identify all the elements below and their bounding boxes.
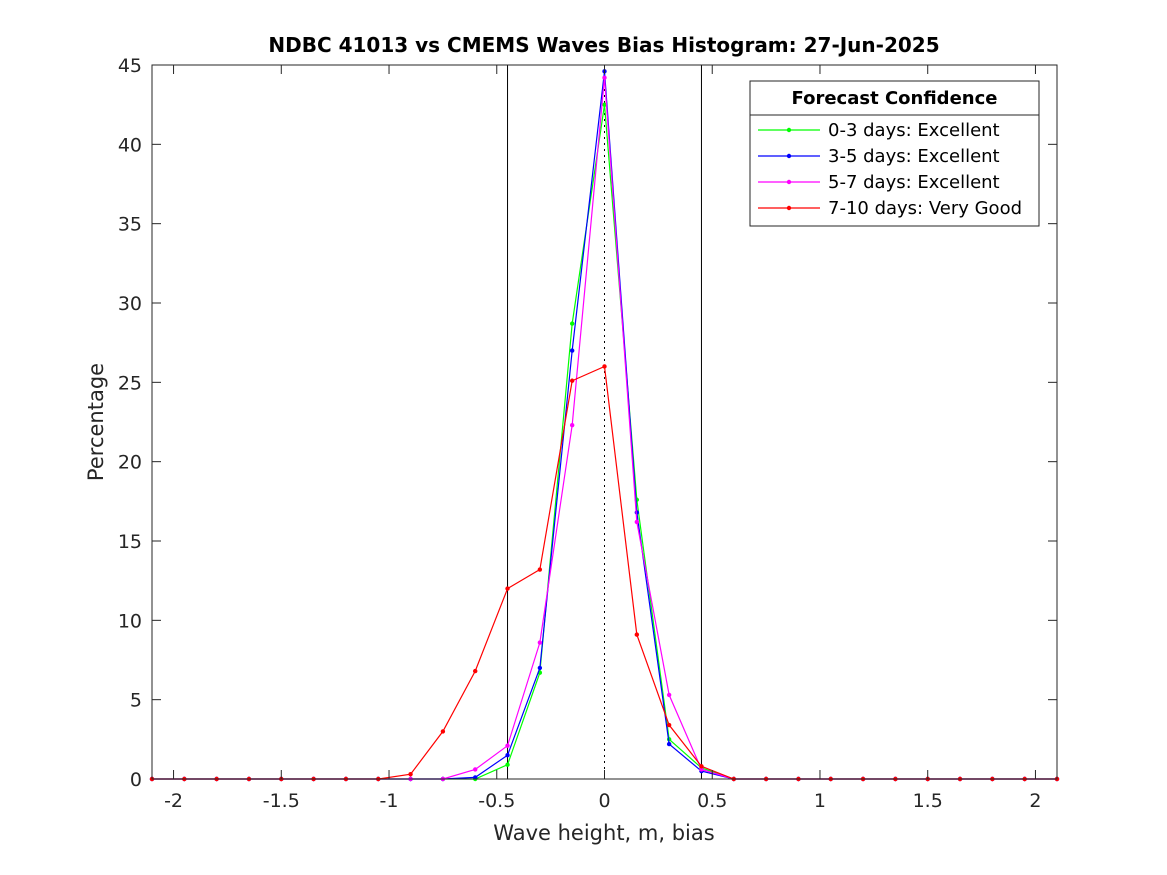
legend-title: Forecast Confidence — [792, 88, 998, 109]
data-point — [505, 586, 510, 591]
x-axis-label: Wave height, m, bias — [493, 821, 714, 845]
data-point — [473, 767, 478, 772]
legend-entry-3: 7-10 days: Very Good — [828, 198, 1022, 219]
data-point — [569, 378, 575, 383]
y-tick-label: 15 — [118, 531, 142, 553]
x-tick-label: 0 — [598, 790, 610, 812]
legend-entry-0: 0-3 days: Excellent — [828, 120, 1000, 141]
data-point — [569, 321, 575, 326]
y-tick-label: 5 — [130, 690, 142, 712]
y-tick-label: 30 — [118, 293, 142, 315]
data-point — [408, 772, 413, 777]
data-point — [666, 722, 672, 728]
legend: Forecast Confidence 0-3 days: Excellent 3-… — [749, 80, 1040, 227]
y-tick-label: 40 — [118, 134, 142, 156]
data-point — [473, 668, 478, 674]
data-point — [634, 519, 640, 525]
chart-title: NDBC 41013 vs CMEMS Waves Bias Histogram… — [268, 33, 939, 57]
y-tick-label: 20 — [118, 452, 142, 474]
data-point — [666, 692, 672, 698]
data-point — [537, 665, 543, 671]
data-point — [505, 753, 510, 758]
data-point — [634, 632, 640, 637]
x-tick-label: -0.5 — [478, 790, 515, 812]
legend-marker-0 — [786, 127, 792, 133]
y-tick-label: 10 — [118, 610, 142, 632]
data-point — [666, 741, 672, 747]
legend-marker-3 — [786, 205, 792, 211]
data-point — [602, 102, 607, 107]
x-tick-label: 0.5 — [697, 790, 727, 812]
x-tick-label: 1 — [814, 790, 826, 812]
data-point — [537, 640, 543, 645]
x-tick-label: 1.5 — [913, 790, 943, 812]
data-point — [699, 764, 704, 769]
data-point — [602, 364, 607, 369]
legend-box — [749, 80, 1040, 227]
y-tick-label: 25 — [118, 372, 142, 394]
data-point — [602, 75, 607, 80]
legend-entry-1: 3-5 days: Excellent — [828, 146, 1000, 167]
legend-marker-2 — [786, 179, 792, 185]
legend-marker-1 — [786, 153, 792, 159]
data-point — [537, 567, 543, 572]
y-tick-label: 0 — [130, 769, 142, 791]
x-tick-label: -1 — [380, 790, 399, 812]
y-tick-label: 45 — [118, 55, 142, 77]
data-point — [440, 729, 446, 734]
y-tick-label: 35 — [118, 214, 142, 236]
data-point — [569, 348, 575, 353]
legend-entry-2: 5-7 days: Excellent — [828, 172, 1000, 193]
x-tick-label: 2 — [1029, 790, 1041, 812]
data-point — [569, 422, 575, 428]
y-axis-label: Percentage — [84, 363, 108, 481]
x-tick-label: -1.5 — [263, 790, 300, 812]
data-point — [505, 762, 510, 767]
data-point — [505, 743, 510, 748]
data-point — [699, 767, 704, 772]
x-tick-label: -2 — [164, 790, 183, 812]
